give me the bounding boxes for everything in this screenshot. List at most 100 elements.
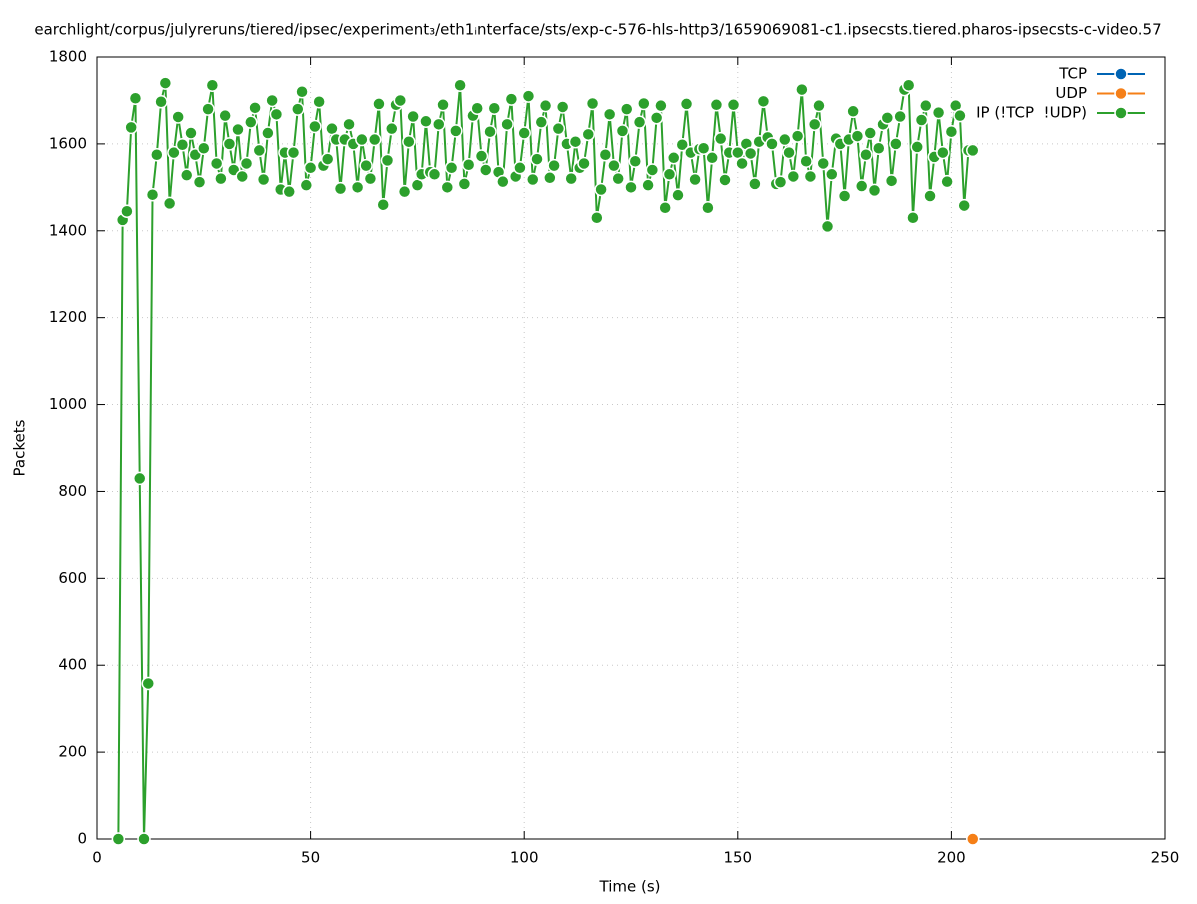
- data-point: [184, 126, 198, 140]
- data-point: [175, 138, 190, 152]
- data-point: [816, 156, 830, 171]
- data-point: [846, 104, 860, 119]
- data-point: [461, 157, 476, 172]
- data-point: [286, 145, 301, 160]
- data-point: [444, 161, 459, 175]
- data-point: [440, 180, 455, 195]
- y-tick-label: 200: [58, 743, 87, 761]
- data-point: [748, 177, 762, 191]
- data-point: [966, 143, 980, 158]
- data-point: [696, 141, 711, 155]
- data-point: [649, 111, 664, 125]
- y-tick-label: 0: [77, 830, 87, 848]
- data-point: [867, 183, 882, 198]
- data-point: [137, 832, 151, 846]
- data-point: [743, 146, 758, 161]
- data-point: [538, 98, 553, 113]
- data-point: [551, 121, 566, 136]
- data-point: [449, 124, 463, 138]
- legend-label: IP (!TCP !UDP): [976, 104, 1087, 122]
- data-point: [726, 98, 741, 112]
- data-point: [218, 108, 232, 123]
- data-point: [953, 108, 967, 123]
- y-tick-label: 1800: [49, 48, 87, 66]
- data-point: [679, 97, 694, 111]
- data-point: [735, 156, 749, 171]
- data-point: [585, 96, 600, 111]
- data-point: [256, 172, 271, 187]
- data-point: [547, 158, 561, 173]
- data-point: [376, 197, 390, 212]
- data-point: [628, 154, 643, 169]
- plot-border: [96, 56, 1166, 840]
- data-point: [385, 121, 399, 136]
- data-point: [555, 100, 570, 114]
- data-point: [406, 109, 420, 124]
- data-point: [577, 156, 591, 171]
- data-point: [320, 152, 335, 166]
- data-point: [269, 107, 284, 122]
- data-point: [457, 177, 472, 191]
- data-point: [372, 97, 386, 111]
- data-point: [197, 141, 211, 155]
- data-point: [931, 105, 946, 120]
- data-point: [252, 143, 267, 158]
- x-tick-label: 250: [1151, 849, 1180, 867]
- data-point: [893, 109, 907, 124]
- data-point: [312, 94, 326, 109]
- data-point: [778, 132, 792, 147]
- data-point: [150, 148, 164, 162]
- chart-title: earchlight/corpus/julyreruns/tiered/ipse…: [34, 21, 1161, 39]
- data-point: [342, 117, 356, 132]
- data-point: [825, 167, 839, 182]
- data-point: [590, 210, 604, 225]
- data-point: [919, 98, 933, 113]
- legend-label: TCP: [1058, 65, 1087, 83]
- data-point: [611, 171, 625, 186]
- data-point: [872, 141, 886, 155]
- data-point: [906, 210, 920, 225]
- data-point: [688, 172, 702, 187]
- data-point: [543, 171, 557, 185]
- data-point: [162, 196, 177, 211]
- data-point: [718, 173, 732, 187]
- data-point: [470, 101, 484, 116]
- x-axis-label: Time (s): [599, 878, 661, 896]
- data-point: [295, 85, 309, 99]
- data-point: [756, 94, 771, 109]
- data-point: [624, 180, 638, 195]
- x-tick-label: 50: [301, 849, 320, 867]
- data-point: [350, 180, 365, 195]
- data-point: [966, 832, 980, 846]
- data-point: [363, 171, 378, 186]
- data-point: [158, 76, 173, 90]
- data-point: [239, 156, 254, 171]
- y-tick-label: 1000: [49, 395, 87, 413]
- data-point: [167, 145, 181, 160]
- data-point: [209, 156, 224, 171]
- data-point: [884, 174, 899, 188]
- data-point: [654, 98, 668, 113]
- data-point: [705, 151, 719, 165]
- data-point: [205, 78, 220, 92]
- data-point: [402, 134, 416, 149]
- data-point: [568, 134, 583, 149]
- data-point: [124, 120, 138, 135]
- legend-marker: [1114, 67, 1128, 81]
- data-point: [564, 171, 578, 186]
- y-tick-label: 1400: [49, 221, 87, 239]
- data-point: [773, 175, 788, 189]
- data-point: [820, 219, 835, 234]
- data-point: [397, 184, 412, 199]
- data-point: [936, 145, 950, 160]
- data-point: [666, 151, 681, 165]
- data-point: [432, 117, 446, 132]
- data-point: [709, 98, 724, 112]
- data-point: [799, 154, 813, 169]
- data-point: [807, 117, 822, 132]
- data-point: [214, 171, 228, 186]
- x-tick-label: 200: [937, 849, 966, 867]
- data-point: [944, 124, 959, 139]
- data-point: [675, 138, 690, 152]
